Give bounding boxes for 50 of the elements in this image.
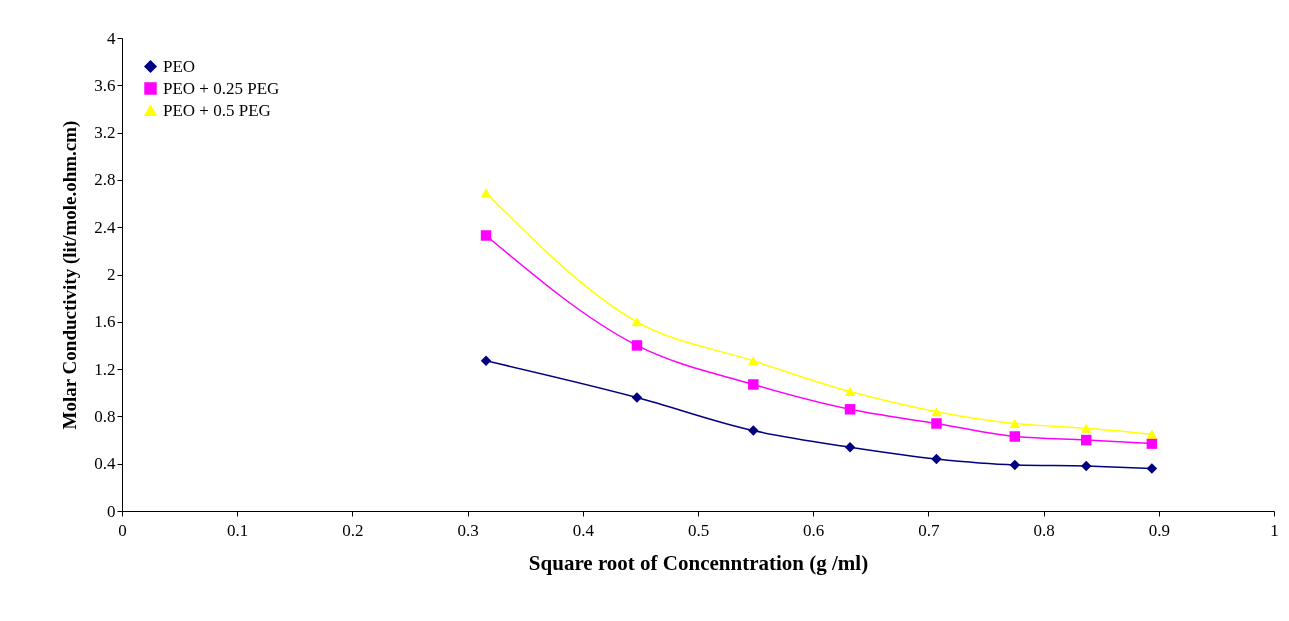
point: [931, 407, 942, 417]
x-tick-label: 0.4: [572, 520, 595, 540]
point: [1146, 463, 1158, 474]
x-tick-label: 0.7: [918, 520, 941, 540]
legend-label: PEO + 0.25 PEG: [163, 78, 280, 98]
x-tick-label: 0.9: [1148, 520, 1170, 540]
point: [1146, 429, 1158, 439]
y-tick-label: 2.8: [94, 170, 116, 190]
point: [480, 355, 492, 367]
point: [1009, 431, 1021, 442]
point: [748, 356, 759, 366]
point: [748, 425, 759, 436]
x-tick-label: 0.5: [687, 520, 710, 540]
legend-label: PEO: [163, 56, 196, 76]
point: [1009, 459, 1021, 471]
y-tick-label: 2.4: [94, 217, 116, 237]
y-tick-label: 1.2: [94, 359, 116, 379]
point: [631, 340, 643, 351]
point: [631, 392, 643, 403]
point: [480, 188, 492, 198]
x-tick-label: 0.2: [342, 520, 364, 540]
x-tick-label: 0.1: [227, 520, 249, 540]
point: [844, 441, 856, 453]
point: [931, 453, 942, 465]
x-tick-label: 0.8: [1033, 520, 1055, 540]
point: [1146, 438, 1158, 449]
point: [631, 317, 643, 327]
x-tick-label: 1: [1270, 520, 1279, 540]
y-tick-label: 1.6: [94, 312, 116, 332]
point: [748, 379, 759, 390]
point: [931, 418, 942, 429]
y-tick-label: 3.6: [94, 75, 116, 95]
point: [480, 230, 492, 241]
point: [1080, 423, 1092, 433]
y-tick-label: 0.8: [94, 406, 116, 426]
y-tick-label: 2: [107, 265, 116, 284]
y-tick-label: 4: [107, 28, 116, 48]
point: [1080, 460, 1092, 472]
x-tick-label: 0.6: [803, 520, 825, 540]
y-tick-label: 0: [107, 501, 116, 521]
x-axis-title: Square root of Concenntration (g /ml): [528, 550, 869, 575]
y-tick-label: 3.2: [94, 123, 116, 143]
point: [1080, 434, 1092, 446]
y-tick-label: 0.4: [94, 454, 116, 474]
y-axis-title: Molar Conductivity (lit/mole.ohm.cm): [59, 120, 82, 430]
point: [844, 387, 856, 397]
point: [1009, 418, 1021, 429]
point: [844, 404, 856, 415]
legend-label: PEO + 0.5 PEG: [163, 100, 271, 120]
x-tick-label: 0.3: [457, 520, 479, 540]
